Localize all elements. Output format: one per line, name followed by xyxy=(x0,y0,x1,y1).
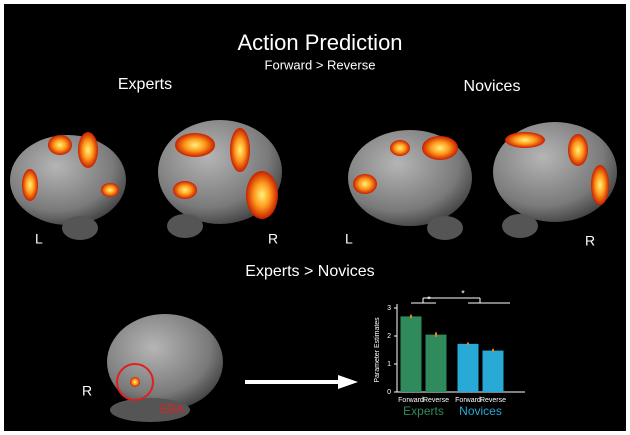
significance-label: * xyxy=(427,294,431,304)
side-label: L xyxy=(35,231,43,247)
bar xyxy=(482,350,504,392)
bar xyxy=(425,334,447,392)
side-label: R xyxy=(82,383,92,399)
group-label: Experts xyxy=(118,76,172,93)
brains xyxy=(10,120,617,422)
y-tick-label: 0 xyxy=(387,389,391,396)
side-label: R xyxy=(268,231,278,247)
subtitle: Forward > Reverse xyxy=(265,57,376,72)
bar xyxy=(457,343,479,392)
x-tick-label: Forward xyxy=(455,397,481,404)
side-label: L xyxy=(345,231,353,247)
y-tick-label: 3 xyxy=(387,305,391,312)
title: Action Prediction xyxy=(237,30,402,55)
x-tick-label: Forward xyxy=(398,397,424,404)
group-label: Experts xyxy=(403,404,444,418)
side-label: R xyxy=(585,233,595,249)
significance-label: * xyxy=(461,288,465,298)
y-tick-label: 2 xyxy=(387,333,391,340)
x-tick-label: Reverse xyxy=(480,397,506,404)
y-tick-label: 1 xyxy=(387,361,391,368)
x-tick-label: Reverse xyxy=(423,397,449,404)
contrast-label: Experts > Novices xyxy=(245,263,374,280)
group-label: Novices xyxy=(459,404,502,418)
group-label: Novices xyxy=(464,78,521,95)
region-label: EBA xyxy=(160,402,184,416)
y-axis-label: Parameter Estimates xyxy=(374,317,381,383)
bar xyxy=(400,316,422,392)
